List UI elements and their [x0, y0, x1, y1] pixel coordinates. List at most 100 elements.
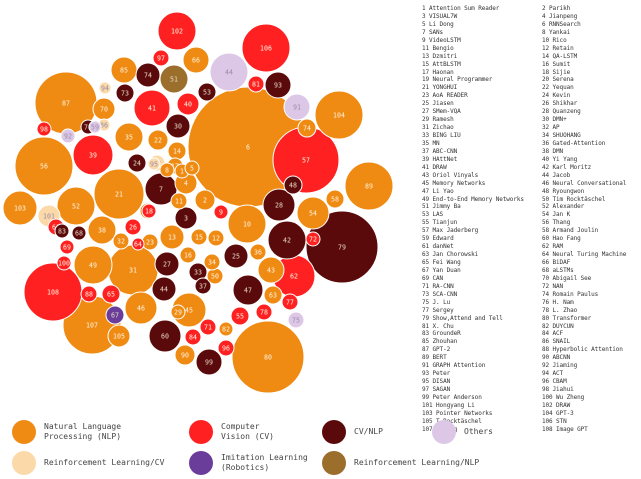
bubble-nlp: 43 — [257, 256, 285, 284]
bubble-label: 85 — [120, 66, 128, 74]
bubble-cv: 55 — [230, 306, 250, 326]
bubble-circle — [36, 121, 52, 137]
bubble-nlp: 15 — [190, 228, 208, 246]
reference-item: 90 ABCNN — [542, 354, 571, 362]
bubble-label: 34 — [208, 258, 216, 266]
reference-item: 66 BiDAF — [542, 259, 571, 266]
bubble-label: 6 — [246, 143, 250, 151]
reference-item: 79 Show,Attend and Tell — [422, 314, 503, 322]
bubble-circle — [124, 291, 158, 325]
bubble-label: 40 — [184, 100, 192, 108]
reference-item: 63 Jan Chorowski — [422, 251, 479, 259]
reference-item: 62 RAM — [542, 243, 564, 251]
bubble-circle — [101, 284, 121, 304]
bubble-label: 63 — [269, 291, 277, 299]
reference-item: 30 DMN+ — [542, 116, 567, 124]
reference-item: 91 GRAPH Attention — [422, 362, 486, 370]
reference-item: 13 Dzmitri — [422, 52, 458, 60]
bubble-cv-nlp: 60 — [148, 319, 182, 353]
bubble-nlp: 32 — [112, 232, 130, 250]
reference-item: 68 aLSTMs — [542, 266, 574, 274]
bubble-circle — [124, 218, 142, 236]
bubble-label: 49 — [89, 261, 97, 269]
reference-item: 64 Neural Turing Machine — [542, 251, 627, 259]
bubble-circle — [71, 225, 87, 241]
reference-item: 21 YONGHUI — [422, 84, 458, 92]
bubble-cv-nlp: 42 — [267, 220, 307, 260]
bubble-cv: 106 — [241, 23, 291, 73]
bubble-label: 71 — [204, 323, 212, 331]
bubble-label: 1 — [180, 167, 184, 175]
bubble-nlp: 56 — [14, 136, 74, 196]
legend-item-rlnlp: Reinforcement Learning/NLP — [322, 451, 479, 475]
bubble-cv: 102 — [157, 11, 197, 51]
legend-label-cv: Computer Vision (CV) — [221, 422, 274, 441]
bubble-nlp: 14 — [167, 141, 187, 161]
bubble-nlp: 90 — [174, 344, 196, 366]
bubble-label: 74 — [303, 124, 311, 132]
bubble-circle — [14, 136, 74, 196]
bubble-cv: 88 — [80, 285, 98, 303]
bubble-label: 86 — [100, 121, 108, 129]
bubble-nlp: 23 — [141, 233, 159, 251]
bubble-circle — [179, 246, 197, 264]
bubble-label: 105 — [113, 332, 125, 340]
bubble-cv-nlp: 3 — [174, 206, 198, 230]
reference-item: 37 ABC-CNN — [422, 147, 458, 155]
bubble-nlp: 13 — [159, 224, 185, 250]
bubble-label: 15 — [195, 233, 203, 241]
bubble-nlp: 63 — [263, 285, 283, 305]
bubble-label: 50 — [211, 272, 219, 280]
bubble-nlp: 103 — [2, 190, 38, 226]
reference-item: 54 Jan K — [542, 211, 571, 219]
bubble-circle — [152, 49, 170, 67]
bubble-circle — [262, 188, 296, 222]
reference-item: 35 MN — [422, 139, 440, 147]
bubble-nlp: 74 — [297, 118, 317, 138]
bubble-label: 41 — [148, 104, 156, 112]
reference-item: 10 Rico — [542, 36, 567, 44]
reference-item: 84 ACF — [542, 330, 564, 338]
bubble-label: 43 — [267, 266, 275, 274]
bubble-circle — [241, 23, 291, 73]
bubble-circle — [255, 303, 273, 321]
bubble-nlp: 82 — [218, 321, 234, 337]
reference-item: 60 Hao Fang — [542, 235, 581, 243]
bubble-nlp: 16 — [179, 246, 197, 264]
reference-item: 51 Jimmy Ba — [422, 203, 461, 211]
reference-item: 18 Sijie — [542, 68, 571, 76]
bubble-label: 101 — [43, 212, 55, 220]
reference-item: 26 Shikhar — [542, 100, 578, 108]
bubble-label: 67 — [111, 311, 119, 319]
legend-swatch-cv — [189, 420, 213, 444]
legend-label-nlp: Natural Language Processing (NLP) — [44, 422, 122, 441]
bubble-nlp: 105 — [107, 324, 131, 348]
bubble-label: 18 — [145, 207, 153, 215]
reference-item: 17 Haonan — [422, 68, 454, 76]
bubble-cv-nlp: 99 — [195, 348, 223, 376]
bubble-label: 33 — [194, 268, 202, 276]
bubble-label: 22 — [154, 136, 162, 144]
bubble-cv: 64 — [131, 237, 145, 251]
bubble-label: 46 — [137, 304, 145, 312]
reference-item: 14 QA-LSTM — [542, 52, 578, 60]
reference-item: 76 H. Nam — [542, 298, 574, 306]
bubble-circle — [218, 321, 234, 337]
bubble-label: 12 — [212, 234, 220, 242]
bubble-circle — [159, 162, 175, 178]
bubble-label: 84 — [189, 333, 197, 341]
bubble-nlp: 66 — [182, 46, 210, 74]
bubble-circle — [154, 251, 180, 277]
reference-item: 59 Edward — [422, 235, 454, 243]
bubble-label: 44 — [225, 68, 233, 76]
bubble-nlp: 22 — [147, 129, 169, 151]
bubble-label: 37 — [199, 282, 207, 290]
bubble-circle — [296, 196, 330, 230]
bubble-circle — [60, 128, 76, 144]
reference-item: 8 Yankai — [542, 28, 571, 36]
reference-item: 81 X. Chu — [422, 322, 454, 330]
bubble-label: 59 — [91, 123, 99, 131]
bubble-circle — [182, 46, 210, 74]
bubble-circle — [325, 189, 345, 209]
bubble-nlp: 10 — [227, 204, 267, 244]
